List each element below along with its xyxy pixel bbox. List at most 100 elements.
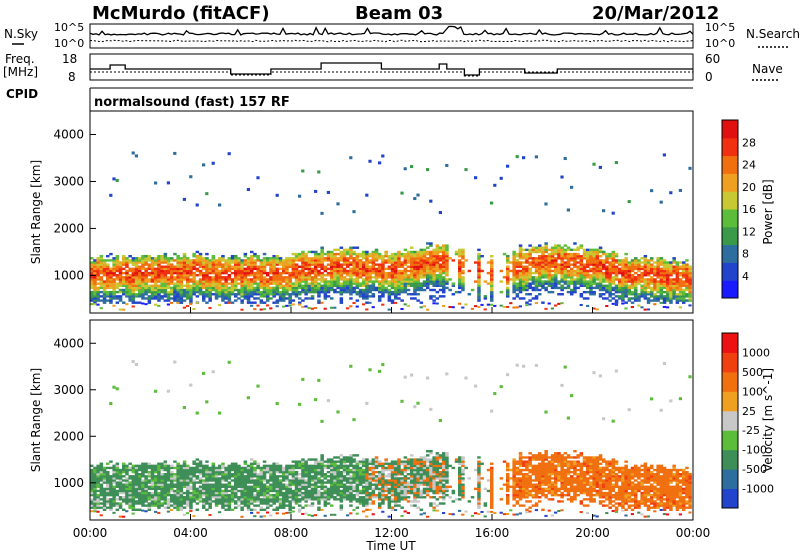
velocity-cell xyxy=(246,498,251,501)
velocity-cell xyxy=(205,464,209,468)
power-cell xyxy=(355,246,360,249)
power-cell xyxy=(621,259,625,262)
power-cell xyxy=(202,278,206,281)
power-cell xyxy=(429,244,433,247)
power-cell xyxy=(432,274,436,277)
velocity-cell xyxy=(221,506,225,509)
power-cell xyxy=(211,288,216,292)
velocity-cell xyxy=(90,479,94,482)
power-cell xyxy=(131,288,136,292)
power-cell xyxy=(656,276,660,279)
power-cell xyxy=(118,308,122,311)
power-cell xyxy=(317,261,321,264)
power-cell xyxy=(534,276,539,279)
power-cell xyxy=(320,278,324,281)
power-cell xyxy=(669,295,673,298)
velocity-cell xyxy=(259,489,264,493)
power-cell xyxy=(189,175,193,179)
power-cell xyxy=(608,261,612,264)
power-cell xyxy=(560,278,564,281)
power-cell xyxy=(266,284,270,287)
velocity-heatmap xyxy=(90,360,692,518)
power-cell xyxy=(365,252,369,256)
velocity-cell xyxy=(115,498,120,501)
power-cell xyxy=(182,306,186,309)
velocity-cell xyxy=(96,473,100,476)
power-cell xyxy=(323,288,328,292)
velocity-cell xyxy=(144,485,148,488)
power-cell xyxy=(166,295,171,298)
power-cell xyxy=(429,257,433,260)
power-cell xyxy=(672,295,676,298)
power-cell xyxy=(419,301,424,304)
velocity-cell xyxy=(147,493,152,497)
velocity-cell xyxy=(176,509,180,512)
power-cell xyxy=(170,301,174,304)
power-cell xyxy=(294,288,299,292)
power-cell xyxy=(186,257,190,260)
power-cell xyxy=(93,269,97,273)
power-cell xyxy=(643,271,648,275)
power-cell xyxy=(432,254,436,258)
power-cell xyxy=(550,257,555,260)
power-cell xyxy=(144,267,148,271)
velocity-cell xyxy=(163,506,168,509)
power-cell xyxy=(186,288,190,292)
velocity-cell xyxy=(128,485,132,488)
power-cell xyxy=(182,263,187,266)
velocity-cell xyxy=(282,487,286,491)
power-cell xyxy=(109,269,113,273)
power-cell xyxy=(390,271,395,275)
power-cell xyxy=(522,280,526,283)
power-cell xyxy=(595,308,599,311)
velocity-cell xyxy=(269,473,273,476)
velocity-cell xyxy=(154,466,158,470)
power-cell xyxy=(538,246,542,249)
power-cell xyxy=(659,278,664,281)
power-cell xyxy=(275,280,280,283)
power-cell xyxy=(352,282,356,285)
power-cell xyxy=(656,263,660,266)
power-cell xyxy=(643,269,648,273)
power-cell xyxy=(586,265,590,268)
power-cell xyxy=(157,286,161,290)
velocity-cell xyxy=(192,491,196,495)
velocity-cell xyxy=(150,496,155,499)
power-cell xyxy=(659,280,664,283)
velocity-cell xyxy=(317,491,321,495)
power-cell xyxy=(595,271,600,275)
power-cell xyxy=(422,284,427,287)
power-cell xyxy=(669,271,673,275)
power-cell xyxy=(445,280,449,283)
velocity-cell xyxy=(192,493,196,497)
power-cell xyxy=(592,286,596,290)
velocity-cell xyxy=(240,477,244,480)
power-cell xyxy=(685,295,689,298)
colorbar-swatch xyxy=(722,137,738,157)
velocity-cell xyxy=(266,498,270,501)
power-cell xyxy=(640,257,644,260)
power-cell xyxy=(234,265,238,268)
power-cell xyxy=(397,280,401,283)
power-cell xyxy=(189,263,193,266)
power-cell xyxy=(438,295,443,298)
power-cell xyxy=(534,282,539,285)
power-cell xyxy=(403,252,408,256)
velocity-cell xyxy=(106,491,110,495)
power-cell xyxy=(163,254,168,258)
velocity-cell xyxy=(240,500,244,503)
velocity-cell xyxy=(285,468,289,472)
power-cell xyxy=(227,265,232,268)
power-cell xyxy=(182,288,187,292)
power-cell xyxy=(538,259,542,262)
power-cell xyxy=(541,280,545,283)
velocity-cell xyxy=(192,489,196,493)
power-cell xyxy=(234,254,238,258)
velocity-cell xyxy=(106,470,110,474)
power-cell xyxy=(294,263,299,266)
velocity-cell xyxy=(179,473,184,476)
power-cell xyxy=(134,271,139,275)
velocity-cell xyxy=(147,502,152,505)
power-cell xyxy=(211,259,216,262)
power-cell xyxy=(394,274,398,277)
